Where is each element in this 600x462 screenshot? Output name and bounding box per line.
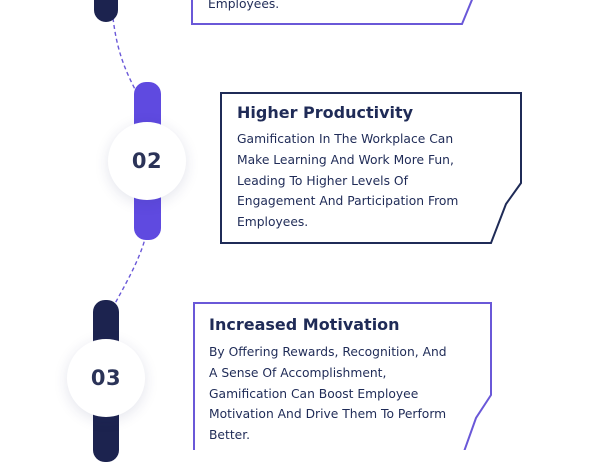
step-3-body-line: Motivation And Drive Them To Perform bbox=[209, 407, 447, 422]
step-2-number-badge: 02 bbox=[108, 122, 186, 200]
step-1-body-line: Employees. bbox=[208, 0, 280, 11]
step-3-body-line: Better. bbox=[209, 428, 251, 443]
step-3-number: 03 bbox=[90, 366, 122, 390]
step-2-number: 02 bbox=[131, 149, 163, 173]
step-2-body: Gamification In The Workplace Can Make L… bbox=[237, 129, 458, 233]
step-2-card-frame bbox=[220, 92, 522, 244]
step-3-card-frame bbox=[193, 302, 492, 450]
step-3-title: Increased Motivation bbox=[209, 315, 400, 334]
step-2-body-line: Employees. bbox=[237, 215, 309, 230]
step-3-body-line: Gamification Can Boost Employee bbox=[209, 386, 419, 401]
connector-1-2 bbox=[112, 17, 147, 111]
step-3-number-badge: 03 bbox=[67, 339, 145, 417]
step-2-body-line: Leading To Higher Levels Of bbox=[237, 173, 408, 188]
step-2-body-line: Make Learning And Work More Fun, bbox=[237, 152, 454, 167]
step-1-body: Employees. bbox=[208, 0, 279, 15]
step-1-card-frame bbox=[191, 0, 473, 25]
step-3-body-line: By Offering Rewards, Recognition, And bbox=[209, 345, 447, 359]
step-2-body-line: Gamification In The Workplace Can bbox=[237, 132, 454, 146]
step-2-body-line: Engagement And Participation From bbox=[237, 194, 459, 209]
step-2-title: Higher Productivity bbox=[237, 103, 414, 122]
timeline-connectors bbox=[106, 17, 147, 319]
step-3-body-line: A Sense Of Accomplishment, bbox=[209, 365, 387, 380]
connector-2-3 bbox=[106, 234, 147, 319]
step-1-pill-bottom bbox=[94, 0, 118, 22]
step-3-body: By Offering Rewards, Recognition, And A … bbox=[209, 342, 447, 446]
